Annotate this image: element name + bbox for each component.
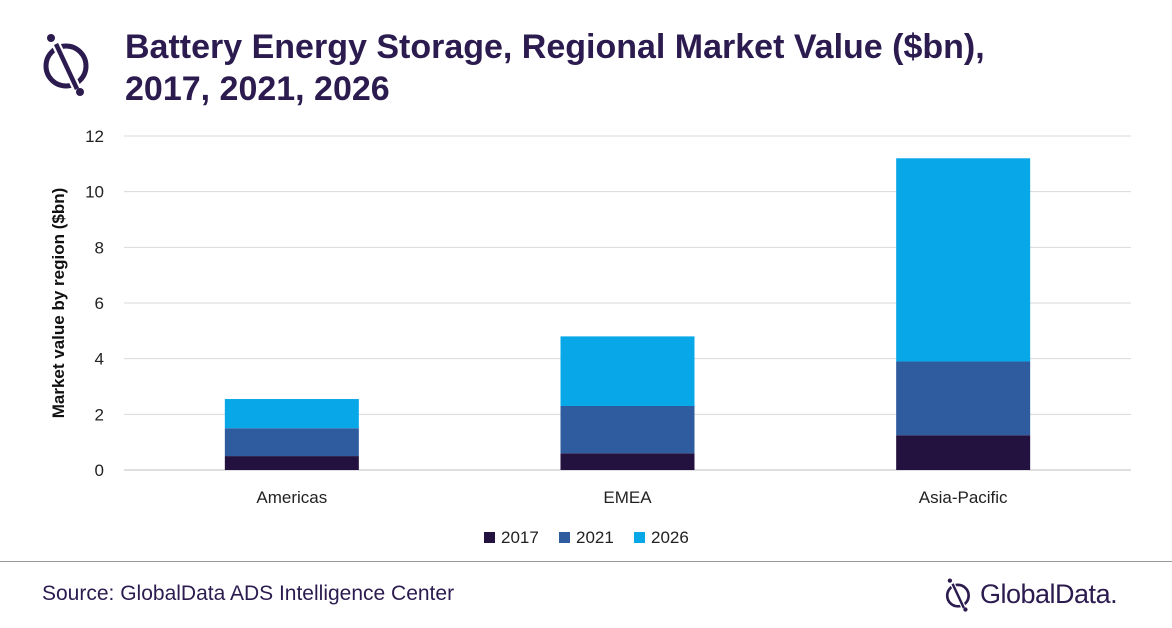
- legend-swatch: [559, 532, 570, 543]
- legend-swatch: [634, 532, 645, 543]
- x-tick-label: Asia-Pacific: [919, 488, 1008, 507]
- source-note: Source: GlobalData ADS Intelligence Cent…: [42, 582, 455, 605]
- y-tick-label: 6: [95, 294, 104, 313]
- brand-logo: GlobalData.: [944, 574, 1118, 614]
- legend-label: 2017: [501, 528, 539, 547]
- bar-2017: [224, 456, 359, 470]
- chart-title: Battery Energy Storage, Regional Market …: [125, 28, 985, 108]
- bar-2026: [560, 336, 695, 406]
- x-tick-label: Americas: [256, 488, 327, 507]
- bar-2021: [224, 428, 359, 457]
- y-tick-label: 0: [95, 461, 104, 480]
- y-tick-label: 8: [95, 238, 104, 257]
- brand-name: GlobalData.: [980, 578, 1118, 609]
- legend-label: 2021: [576, 528, 614, 547]
- bar-2017: [560, 453, 695, 470]
- x-tick-label: EMEA: [603, 488, 652, 507]
- legend-swatch: [484, 532, 495, 543]
- y-tick-label: 12: [85, 127, 104, 146]
- legend-label: 2026: [651, 528, 689, 547]
- stacked-bar-chart: 0 2 4 6 8 10 12 Market value by region ($bn) Ame…: [49, 127, 1131, 547]
- footer-divider: [0, 561, 1172, 562]
- y-tick-label: 10: [85, 183, 104, 202]
- bar-2026: [224, 399, 359, 429]
- y-axis-label: Market value by region ($bn): [49, 188, 68, 419]
- bar-2026: [896, 158, 1031, 362]
- bar-2021: [560, 405, 695, 454]
- globaldata-logo-icon: [43, 34, 89, 96]
- y-tick-label: 4: [95, 350, 104, 369]
- bar-2021: [896, 361, 1031, 436]
- bar-2017: [896, 435, 1031, 470]
- globaldata-logo-icon: [945, 578, 970, 612]
- y-tick-label: 2: [95, 405, 104, 424]
